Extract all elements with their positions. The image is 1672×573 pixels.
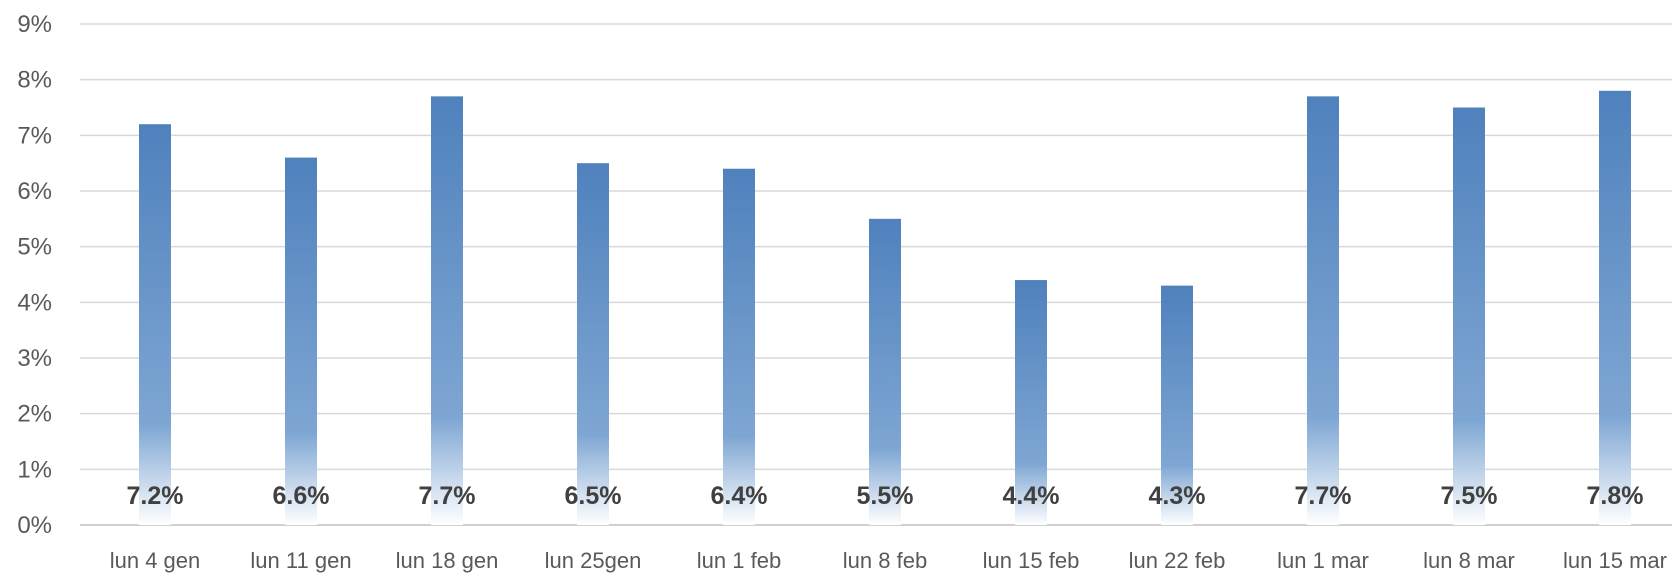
data-label: 4.4%	[1003, 482, 1060, 510]
x-tick-label: lun 8 feb	[843, 548, 927, 573]
y-tick-label: 9%	[17, 11, 52, 38]
y-axis-ticks: 0% 1% 2% 3% 4% 5% 6% 7% 8% 9%	[17, 11, 52, 539]
y-tick-label: 7%	[17, 122, 52, 149]
x-tick-label: lun 11 gen	[250, 548, 351, 573]
bar	[723, 168, 755, 525]
x-tick-label: lun 1 feb	[697, 548, 781, 573]
x-tick-label: lun 25gen	[545, 548, 642, 573]
x-tick-label: lun 22 feb	[1129, 548, 1226, 573]
bar	[431, 96, 463, 525]
data-label: 6.4%	[711, 482, 768, 510]
data-label: 6.6%	[273, 482, 330, 510]
bar	[869, 218, 901, 526]
data-label: 5.5%	[857, 482, 914, 510]
bar	[1015, 280, 1047, 525]
x-tick-label: lun 1 mar	[1277, 548, 1369, 573]
data-label: 7.8%	[1587, 482, 1644, 510]
bar	[1453, 107, 1485, 525]
y-tick-label: 6%	[17, 178, 52, 205]
y-tick-label: 5%	[17, 234, 52, 261]
bar	[139, 124, 171, 525]
bars	[139, 90, 1631, 526]
x-tick-label: lun 15 feb	[983, 548, 1080, 573]
data-label: 4.3%	[1149, 482, 1206, 510]
x-tick-label: lun 8 mar	[1423, 548, 1515, 573]
data-label: 6.5%	[565, 482, 622, 510]
bar	[1599, 90, 1631, 526]
y-tick-label: 2%	[17, 401, 52, 428]
bar	[1307, 96, 1339, 525]
bar	[577, 163, 609, 525]
data-labels: 7.2% 6.6% 7.7% 6.5% 6.4% 5.5% 4.4% 4.3% 7.7% 7.5%…	[127, 482, 1644, 510]
y-tick-label: 3%	[17, 345, 52, 372]
data-label: 7.7%	[1295, 482, 1352, 510]
x-tick-label: lun 18 gen	[396, 548, 499, 573]
x-tick-label: lun 15 mar	[1563, 548, 1667, 573]
y-tick-label: 8%	[17, 67, 52, 94]
data-label: 7.7%	[419, 482, 476, 510]
y-tick-label: 0%	[17, 512, 52, 539]
y-tick-label: 1%	[17, 456, 52, 483]
data-label: 7.5%	[1441, 482, 1498, 510]
x-axis-ticks: lun 4 gen lun 11 gen lun 18 gen lun 25gen lu…	[110, 548, 1667, 573]
bar	[285, 157, 317, 525]
data-label: 7.2%	[127, 482, 184, 510]
x-tick-label: lun 4 gen	[110, 548, 201, 573]
bar	[1161, 285, 1193, 525]
y-tick-label: 4%	[17, 289, 52, 316]
